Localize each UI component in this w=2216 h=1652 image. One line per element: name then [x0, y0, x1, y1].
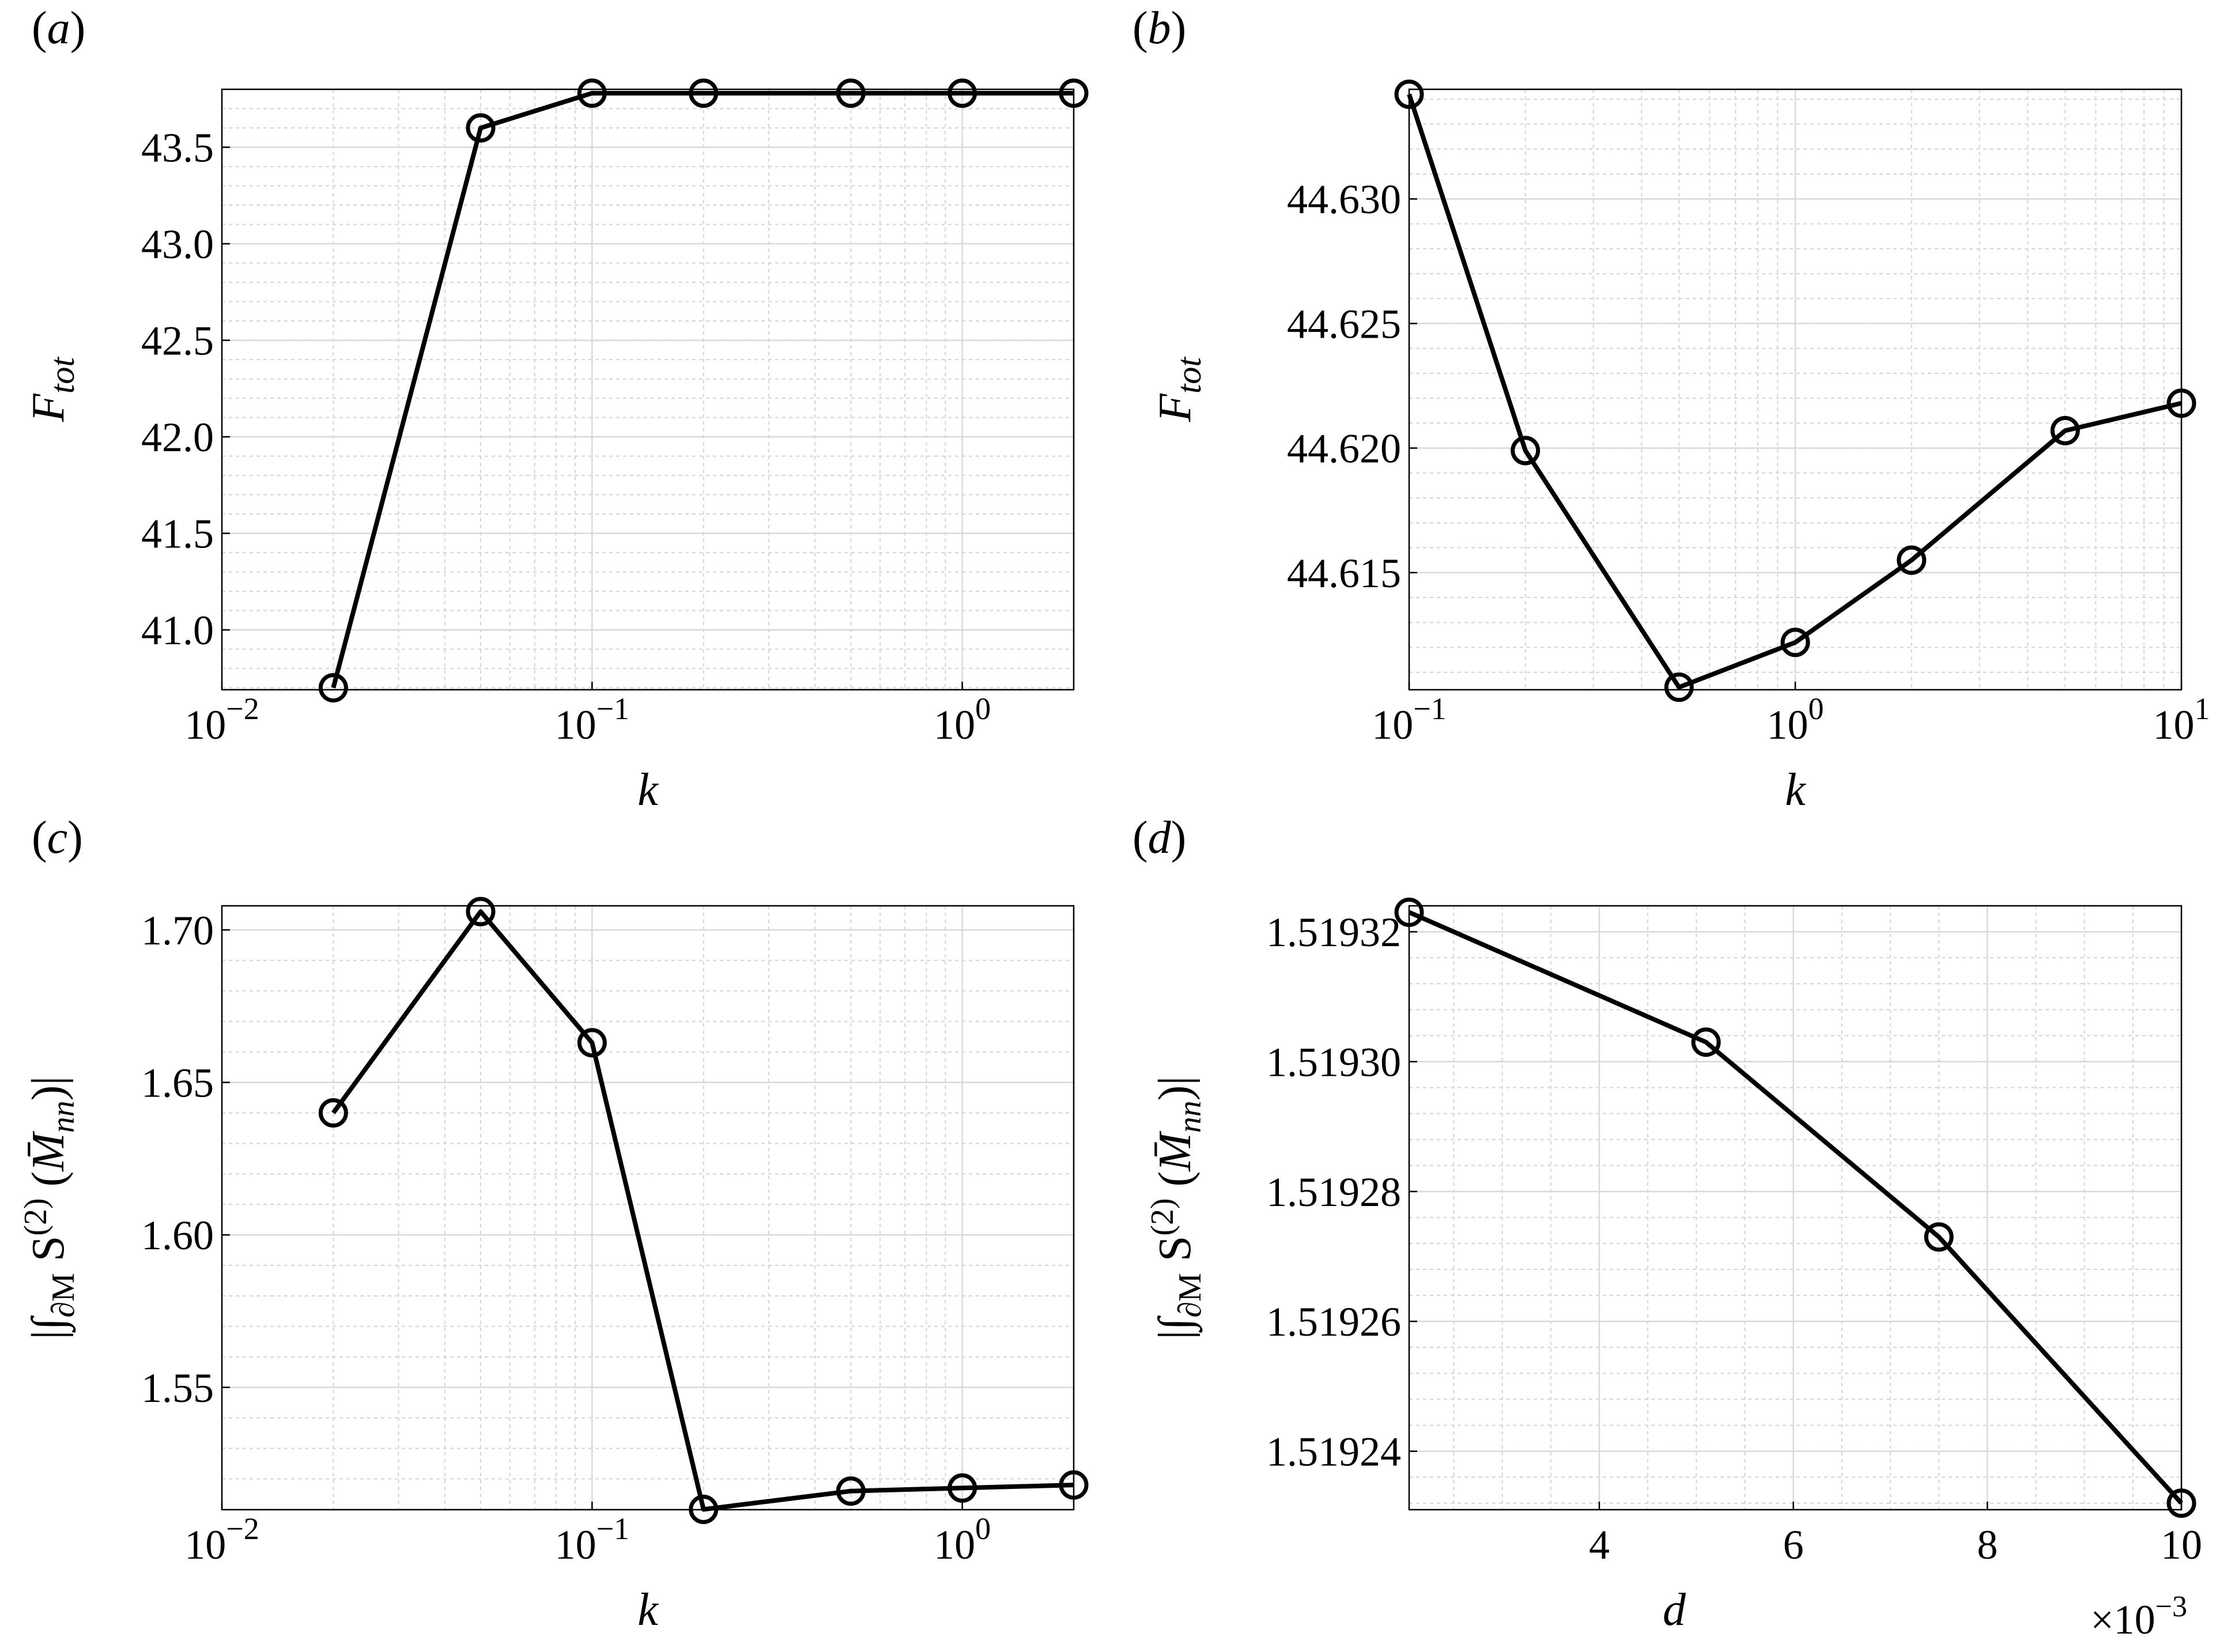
data-point-marker [1511, 436, 1541, 466]
y-tick-label: 1.70 [141, 908, 214, 954]
data-point-marker [577, 1028, 607, 1058]
grid [1409, 89, 2181, 690]
data-point-marker [577, 78, 607, 108]
chart-panel-c: 10−2 10−1 100 1.55 1.60 1.65 1.70 k |∫∂M S(2) (M… [18, 812, 1089, 1635]
data-point-marker [947, 1473, 977, 1503]
plot-frame [221, 905, 1075, 1511]
x-tick-label: 10−1 [555, 691, 629, 748]
grid [1409, 906, 2181, 1510]
y-axis-label: |∫∂M S(2) (M̄nn)| [1145, 1076, 1208, 1339]
series-line [331, 909, 1074, 1512]
y-tick-label: 41.0 [141, 607, 214, 653]
x-tick-label: 10−2 [184, 1511, 259, 1568]
chart-panel-a: 10−2 10−1 100 41.0 41.5 42.0 42.5 43.0 43.5 k Ftot… [23, 3, 1089, 815]
y-tick-label: 43.0 [141, 221, 214, 267]
x-tick-label: 10−1 [1372, 691, 1446, 748]
y-tick-label: 1.51928 [1266, 1169, 1401, 1215]
data-point-marker [836, 1476, 866, 1506]
y-tick-label: 43.5 [141, 125, 214, 171]
x-axis-label: d [1663, 1585, 1686, 1635]
data-point-marker [1394, 80, 1424, 109]
data-point-marker [836, 78, 866, 108]
chart-panel-d: 4 6 8 10 1.51924 1.51926 1.51928 1.51930 1.51932… [1132, 812, 2202, 1643]
y-tick-label: 42.5 [141, 318, 214, 364]
y-axis-label: Ftot [23, 357, 81, 423]
y-tick-label: 1.51926 [1266, 1299, 1401, 1345]
data-point-marker [689, 1494, 719, 1524]
y-tick-label: 1.51932 [1266, 909, 1401, 955]
data-point-marker [1691, 1027, 1721, 1057]
x-tick-label: 6 [1783, 1522, 1804, 1568]
grid [222, 89, 1074, 690]
y-tick-label: 44.630 [1287, 176, 1401, 222]
y-tick-label: 44.625 [1287, 301, 1401, 347]
x-tick-label: 100 [934, 1511, 991, 1568]
x-tick-label: 8 [1977, 1522, 1998, 1568]
panel-label: (d) [1132, 812, 1186, 863]
data-point-marker [947, 78, 977, 108]
series-line [331, 90, 1074, 689]
data-point-marker [1664, 672, 1694, 702]
x-axis-label: k [1785, 765, 1806, 815]
data-point-marker [2166, 388, 2196, 418]
x-multiplier-label: ×10−3 [2090, 1590, 2187, 1643]
panel-label: (a) [32, 3, 85, 54]
chart-panel-b: 10−1 100 101 44.615 44.620 44.625 44.630 k Ftot (… [1132, 3, 2210, 815]
x-axis-label: k [637, 1585, 659, 1635]
y-tick-label: 41.5 [141, 511, 214, 557]
data-point-marker [1780, 627, 1810, 657]
y-axis-label: |∫∂M S(2) (M̄nn)| [18, 1076, 81, 1339]
series-line [1408, 910, 2183, 1505]
y-tick-label: 1.65 [141, 1060, 214, 1106]
plot-frame [221, 88, 1075, 691]
y-tick-label: 1.51930 [1266, 1039, 1401, 1085]
data-point-marker [466, 897, 496, 927]
x-tick-label: 4 [1589, 1522, 1610, 1568]
x-tick-label: 10−2 [184, 691, 259, 748]
y-tick-label: 1.51924 [1266, 1429, 1401, 1475]
x-tick-label: 101 [2153, 691, 2210, 748]
y-axis-label: Ftot [1150, 357, 1208, 423]
x-tick-label: 10 [2161, 1522, 2202, 1568]
data-point-marker [1924, 1222, 1954, 1252]
y-tick-label: 42.0 [141, 414, 214, 460]
data-point-marker [1059, 1470, 1089, 1500]
data-point-marker [1394, 897, 1424, 927]
x-tick-label: 100 [1767, 691, 1824, 748]
y-tick-label: 1.60 [141, 1212, 214, 1258]
data-point-marker [689, 78, 719, 108]
x-tick-label: 100 [934, 691, 991, 748]
panel-label: (c) [32, 812, 83, 863]
data-point-marker [466, 113, 496, 143]
x-tick-label: 10−1 [555, 1511, 629, 1568]
data-point-marker [2166, 1488, 2196, 1518]
y-tick-label: 1.55 [141, 1365, 214, 1411]
data-point-marker [2050, 415, 2080, 445]
y-tick-label: 44.615 [1287, 550, 1401, 596]
data-point-marker [1059, 78, 1089, 108]
x-axis-label: k [637, 765, 659, 815]
data-point-marker [318, 1098, 348, 1128]
y-tick-label: 44.620 [1287, 426, 1401, 472]
plot-frame [1408, 905, 2183, 1511]
series-line [1407, 93, 2182, 690]
grid [222, 906, 1074, 1510]
panel-label: (b) [1132, 3, 1186, 54]
data-point-marker [318, 673, 348, 703]
data-point-marker [1897, 545, 1927, 575]
